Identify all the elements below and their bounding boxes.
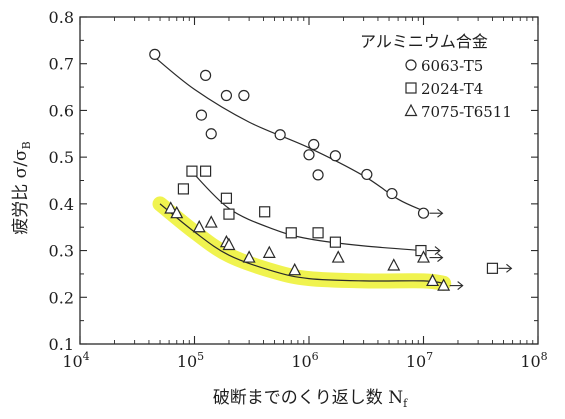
point-7075-t6511 — [331, 250, 345, 263]
point-2024-t4 — [220, 192, 233, 204]
x-tick-label: 106 — [291, 350, 318, 371]
x-tick-exp: 7 — [426, 350, 433, 363]
point-6063-t5 — [361, 168, 373, 181]
point-6063-t5 — [312, 169, 324, 181]
y-tick-label: 0.8 — [49, 8, 74, 27]
x-tick-label: 105 — [177, 350, 204, 371]
x-axis-ticks: 104 105 106 107 108 — [62, 17, 548, 371]
point-2024-t4 — [329, 236, 341, 248]
x-tick-base: 10 — [177, 352, 197, 371]
point-7075-t6511 — [437, 278, 451, 291]
legend-marker — [405, 82, 417, 94]
point-2024-t4 — [186, 165, 198, 177]
y-tick-label: 0.4 — [49, 195, 74, 214]
point-2024-t4 — [177, 183, 190, 195]
point-7075-t6511 — [170, 205, 184, 219]
point-7075-t6511 — [164, 201, 178, 214]
point-7075-t6511 — [222, 237, 236, 251]
point-7075-t6511 — [192, 219, 206, 233]
point-6063-t5 — [238, 89, 250, 102]
runout-arrow — [429, 208, 444, 218]
legend-marker — [405, 59, 417, 71]
y-tick-label: 0.5 — [49, 148, 74, 167]
x-tick-exp: 5 — [197, 350, 204, 363]
point-6063-t5 — [308, 138, 320, 151]
point-2024-t4 — [312, 227, 324, 239]
legend: アルミニウム合金 6063-T5 2024-T4 7075-T6511 — [360, 32, 512, 121]
point-6063-t5 — [329, 150, 341, 162]
y-axis-label: 疲労比 σ/σB — [11, 141, 33, 234]
fit-curve-6063-t5 — [151, 53, 424, 212]
point-7075-t6511 — [417, 250, 430, 263]
point-7075-t6511 — [387, 258, 401, 271]
point-2024-t4 — [223, 208, 235, 220]
point-6063-t5 — [303, 149, 315, 161]
runout-arrow — [498, 263, 513, 273]
x-tick-base: 10 — [406, 352, 426, 371]
runout-arrows — [426, 208, 513, 291]
point-6063-t5 — [417, 207, 430, 219]
x-tick-exp: 4 — [83, 350, 90, 363]
y-tick-label: 0.1 — [49, 335, 74, 354]
legend-label: 7075-T6511 — [421, 103, 512, 121]
fit-curve-7075-t6511 — [159, 203, 444, 284]
point-6063-t5 — [149, 48, 161, 60]
runout-arrow — [426, 246, 441, 256]
legend-label: 2024-T4 — [421, 80, 483, 98]
x-axis-label-sub: f — [403, 397, 408, 410]
x-tick-label: 107 — [406, 350, 433, 371]
y-tick-label: 0.6 — [49, 101, 74, 120]
point-7075-t6511 — [426, 273, 440, 287]
point-7075-t6511 — [262, 245, 276, 259]
y-axis-label-sub: B — [20, 141, 33, 149]
point-7075-t6511 — [288, 262, 302, 276]
point-7075-t6511 — [204, 215, 218, 228]
runout-arrow — [429, 253, 444, 263]
x-tick-base: 10 — [520, 352, 540, 371]
point-6063-t5 — [220, 89, 233, 102]
point-6063-t5 — [386, 187, 398, 200]
y-tick-label: 0.2 — [49, 288, 74, 307]
y-axis-ticks: 0.1 0.2 0.3 0.4 0.5 0.6 0.7 0.8 — [49, 8, 538, 354]
x-axis-label: 破断までのくり返し数 Nf — [213, 388, 408, 410]
legend-label: 6063-T5 — [421, 57, 483, 75]
x-tick-base: 10 — [291, 352, 311, 371]
x-tick-label: 104 — [62, 350, 89, 371]
x-tick-label: 108 — [520, 350, 547, 371]
legend-title: アルミニウム合金 — [360, 32, 488, 51]
x-tick-base: 10 — [62, 352, 82, 371]
y-tick-label: 0.3 — [49, 242, 74, 261]
highlight-layer — [152, 196, 452, 291]
x-tick-exp: 6 — [312, 350, 319, 363]
point-2024-t4 — [486, 262, 499, 274]
point-6063-t5 — [205, 128, 217, 140]
point-7075-t6511 — [242, 250, 256, 263]
runout-arrow — [449, 281, 464, 291]
point-6063-t5 — [274, 129, 286, 141]
legend-marker — [404, 103, 418, 117]
x-tick-exp: 8 — [541, 350, 548, 363]
point-2024-t4 — [259, 206, 271, 218]
y-tick-label: 0.7 — [49, 55, 74, 74]
point-6063-t5 — [199, 69, 212, 81]
data-points — [149, 48, 499, 291]
point-2024-t4 — [285, 227, 297, 239]
point-6063-t5 — [195, 109, 208, 121]
point-2024-t4 — [199, 165, 212, 177]
highlighter-band-7075-t6511 — [152, 196, 452, 291]
